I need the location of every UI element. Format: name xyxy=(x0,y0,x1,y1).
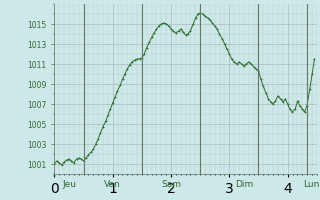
Text: Lun: Lun xyxy=(303,180,319,189)
Text: Jeu: Jeu xyxy=(62,180,76,189)
Text: Dim: Dim xyxy=(235,180,253,189)
Text: Sam: Sam xyxy=(161,180,181,189)
Text: Ven: Ven xyxy=(104,180,121,189)
